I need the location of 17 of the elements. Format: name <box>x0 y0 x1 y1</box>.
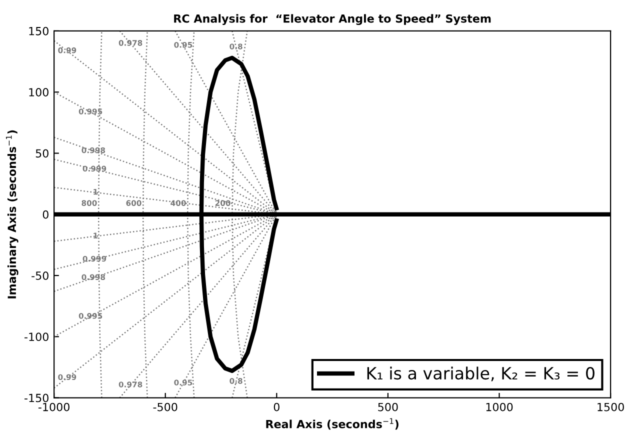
y-tick-label: -50 <box>32 271 48 280</box>
x-tick-label: 1000 <box>486 402 513 412</box>
legend-label: K₁ is a variable, K₂ = K₃ = 0 <box>367 366 594 382</box>
x-axis-title: Real Axis (seconds$^{−1}$) <box>266 418 398 430</box>
y-tick-label: -100 <box>24 332 48 342</box>
y-tick-label: 0 <box>42 210 48 219</box>
y-tick-label: 100 <box>29 88 48 96</box>
y-axis-title: Imaginary Axis (seconds$^{−1}$) <box>6 130 18 298</box>
x-tick-label: -1000 <box>38 402 70 412</box>
x-tick-label: -500 <box>153 402 178 412</box>
x-tick-label: 0 <box>274 402 280 412</box>
x-tick-label: 500 <box>378 402 398 412</box>
y-tick-label: 150 <box>29 26 48 36</box>
y-tick-label: -150 <box>24 394 48 402</box>
y-tick-label: 50 <box>36 149 48 158</box>
x-tick-label: 1500 <box>598 402 624 412</box>
chart-title: RC Analysis for “Elevator Angle to Speed” System <box>174 14 491 26</box>
